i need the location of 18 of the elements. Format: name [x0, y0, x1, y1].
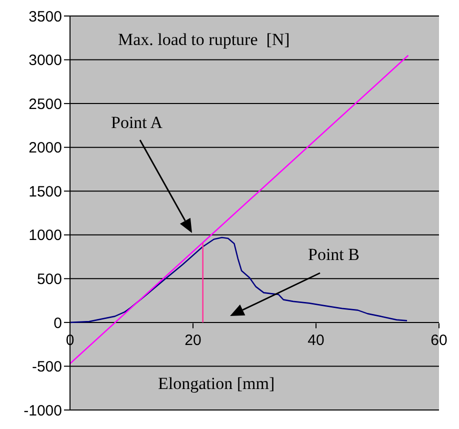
y-tick-label: 1500: [28, 183, 62, 200]
x-tick-label: 20: [184, 332, 202, 350]
y-tick-label: 3500: [28, 8, 62, 26]
y-tick-label: 2500: [28, 96, 62, 113]
y-tick-label: 0: [54, 314, 62, 332]
annotation: Point A: [111, 113, 164, 132]
y-tick-label: 3000: [28, 52, 62, 70]
line-series: [70, 236, 408, 324]
x-tick-label: 60: [430, 332, 448, 350]
y-tick-label: -1000: [24, 402, 62, 420]
y-tick-label: 2000: [28, 140, 62, 157]
x-axis-title: Elongation [mm]: [158, 374, 275, 394]
annotation: Point B: [308, 245, 360, 264]
x-tick-label: 40: [308, 332, 324, 350]
y-tick-label: 500: [36, 270, 62, 288]
text: Max. load to rupture [N]: [118, 30, 290, 50]
y-tick-label: -500: [32, 358, 62, 376]
y-tick-label: 1000: [28, 227, 62, 244]
